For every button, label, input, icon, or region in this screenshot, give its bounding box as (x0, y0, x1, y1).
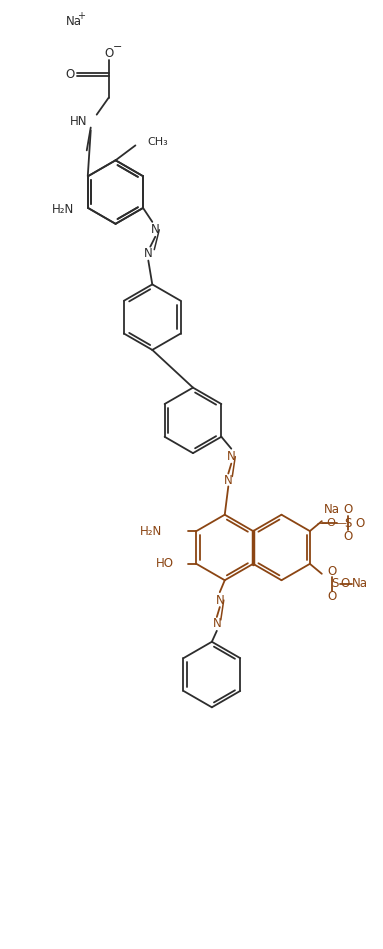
Text: S: S (344, 516, 351, 530)
Text: O: O (340, 577, 349, 590)
Text: O: O (65, 68, 75, 82)
Text: −: − (113, 42, 122, 52)
Text: S: S (332, 577, 339, 590)
Text: O: O (327, 566, 336, 578)
Text: HO: HO (156, 557, 174, 569)
Text: Na: Na (66, 15, 82, 28)
Text: Na: Na (324, 503, 340, 515)
Text: O: O (327, 590, 336, 604)
Text: —O—: —O— (316, 518, 347, 529)
Text: HN: HN (70, 115, 88, 128)
Text: O: O (355, 516, 364, 530)
Text: N: N (151, 223, 160, 236)
Text: Na: Na (352, 577, 368, 590)
Text: N: N (224, 474, 233, 487)
Text: O: O (104, 47, 113, 60)
Text: H₂N: H₂N (52, 203, 74, 216)
Text: CH₃: CH₃ (147, 138, 168, 147)
Text: +: + (77, 11, 85, 21)
Text: N: N (213, 618, 221, 630)
Text: O: O (343, 530, 352, 543)
Text: N: N (227, 450, 236, 463)
Text: O: O (343, 503, 352, 515)
Text: N: N (144, 247, 153, 260)
Text: N: N (215, 593, 224, 606)
Text: H₂N: H₂N (140, 525, 162, 538)
